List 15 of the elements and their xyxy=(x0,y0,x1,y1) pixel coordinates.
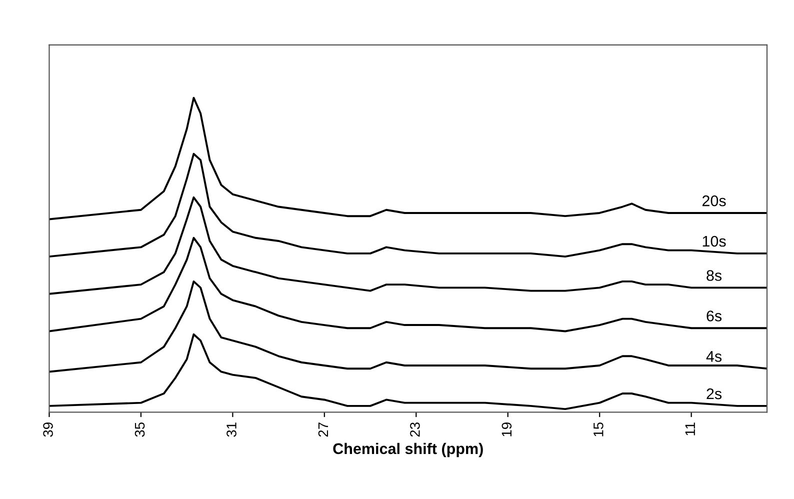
x-tick-label: 39 xyxy=(43,422,53,437)
series-label: 6s xyxy=(706,310,722,322)
x-tick-label: 19 xyxy=(502,422,512,436)
series-label: 8s xyxy=(706,270,722,281)
x-axis-title: Chemical shift (ppm) xyxy=(333,442,483,458)
series-label: 4s xyxy=(706,351,722,362)
series-label: 20s xyxy=(702,195,726,206)
x-tick-label: 35 xyxy=(134,422,145,437)
x-tick-label: 31 xyxy=(226,422,236,437)
series-label: 2s xyxy=(706,388,722,400)
x-tick-label: 11 xyxy=(685,422,695,436)
series-label: 10s xyxy=(702,236,726,247)
x-tick-label: 15 xyxy=(594,422,604,436)
x-tick-label: 23 xyxy=(410,422,420,437)
x-tick-label: 27 xyxy=(318,422,328,437)
